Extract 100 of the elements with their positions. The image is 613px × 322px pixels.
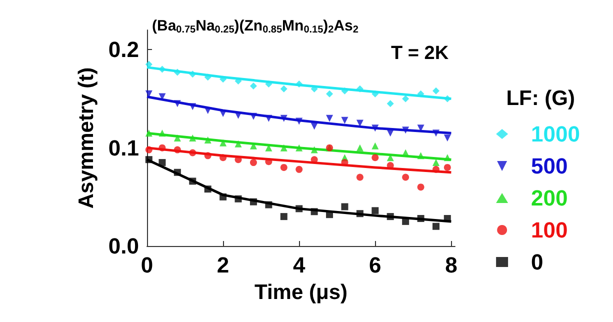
point bbox=[417, 215, 424, 222]
point bbox=[158, 144, 166, 152]
point bbox=[220, 154, 227, 162]
point bbox=[402, 95, 410, 102]
point bbox=[444, 95, 451, 102]
point bbox=[220, 193, 227, 200]
point bbox=[326, 211, 334, 218]
point bbox=[356, 144, 364, 152]
point bbox=[189, 70, 196, 78]
point bbox=[189, 178, 196, 185]
point bbox=[432, 222, 440, 230]
point bbox=[296, 80, 303, 88]
point bbox=[444, 164, 451, 171]
point bbox=[326, 90, 334, 98]
point bbox=[356, 174, 364, 181]
point bbox=[296, 166, 303, 173]
legend-label: 200 bbox=[531, 186, 568, 210]
point bbox=[341, 203, 348, 210]
point bbox=[234, 140, 242, 148]
point bbox=[250, 142, 257, 150]
point bbox=[402, 174, 410, 181]
point bbox=[189, 149, 196, 156]
point bbox=[386, 130, 394, 137]
point bbox=[204, 152, 212, 160]
point bbox=[220, 76, 227, 83]
point bbox=[417, 184, 424, 191]
point bbox=[356, 210, 364, 218]
point bbox=[402, 126, 410, 134]
point bbox=[280, 164, 288, 171]
point bbox=[280, 144, 288, 152]
point bbox=[280, 213, 288, 220]
point bbox=[341, 87, 348, 94]
point bbox=[189, 134, 196, 142]
point bbox=[296, 144, 303, 152]
point bbox=[310, 146, 318, 154]
legend-label: 500 bbox=[531, 154, 568, 178]
point bbox=[402, 218, 410, 225]
y-tick-label: 0.2 bbox=[108, 37, 139, 62]
point bbox=[280, 114, 288, 122]
point bbox=[145, 146, 152, 154]
annotation: T = 2K bbox=[391, 43, 449, 64]
point bbox=[250, 198, 257, 206]
x-tick-label: 8 bbox=[445, 252, 458, 278]
point bbox=[432, 87, 440, 94]
x-tick-label: 0 bbox=[140, 252, 154, 278]
point bbox=[158, 66, 166, 73]
point bbox=[432, 159, 440, 166]
point bbox=[158, 130, 166, 137]
point bbox=[250, 159, 257, 166]
point bbox=[145, 156, 152, 164]
point bbox=[204, 74, 212, 81]
point bbox=[265, 158, 272, 166]
point bbox=[432, 166, 440, 173]
legend-label: 1000 bbox=[531, 122, 580, 146]
point bbox=[204, 186, 212, 193]
point bbox=[220, 139, 227, 146]
x-tick-label: 2 bbox=[216, 252, 230, 278]
point bbox=[310, 122, 318, 130]
x-tick-label: 6 bbox=[369, 252, 382, 278]
point bbox=[174, 100, 181, 108]
point bbox=[417, 152, 424, 160]
point bbox=[386, 213, 394, 220]
point bbox=[296, 205, 303, 212]
point bbox=[145, 130, 152, 137]
point bbox=[204, 136, 212, 144]
point bbox=[174, 146, 181, 154]
point bbox=[204, 107, 212, 114]
point bbox=[444, 134, 451, 142]
point bbox=[189, 103, 196, 110]
point bbox=[310, 208, 318, 216]
point bbox=[326, 114, 334, 122]
point bbox=[265, 201, 272, 208]
point bbox=[432, 130, 440, 137]
x-tick-label: 4 bbox=[292, 252, 306, 278]
point bbox=[234, 112, 242, 119]
point bbox=[174, 68, 181, 76]
point bbox=[444, 154, 451, 162]
y-tick-label: 0.0 bbox=[108, 234, 139, 258]
y-axis-title: Asymmetry (t) bbox=[75, 67, 98, 209]
y-tick-label: 0.1 bbox=[108, 135, 139, 160]
point bbox=[174, 168, 181, 176]
point bbox=[265, 80, 272, 88]
point bbox=[296, 118, 303, 125]
point bbox=[372, 90, 379, 98]
point bbox=[174, 134, 181, 142]
legend-title: LF: (G) bbox=[506, 87, 576, 110]
point bbox=[280, 85, 288, 92]
point bbox=[250, 112, 257, 120]
x-axis-title: Time (μs) bbox=[254, 281, 348, 304]
point bbox=[234, 195, 242, 202]
point bbox=[250, 82, 257, 90]
point bbox=[417, 90, 424, 98]
point bbox=[158, 159, 166, 166]
point bbox=[372, 142, 379, 150]
point bbox=[386, 100, 394, 108]
point bbox=[265, 114, 272, 122]
point bbox=[372, 124, 379, 132]
legend-label: 100 bbox=[531, 218, 568, 242]
point bbox=[356, 85, 364, 92]
point bbox=[372, 154, 379, 162]
